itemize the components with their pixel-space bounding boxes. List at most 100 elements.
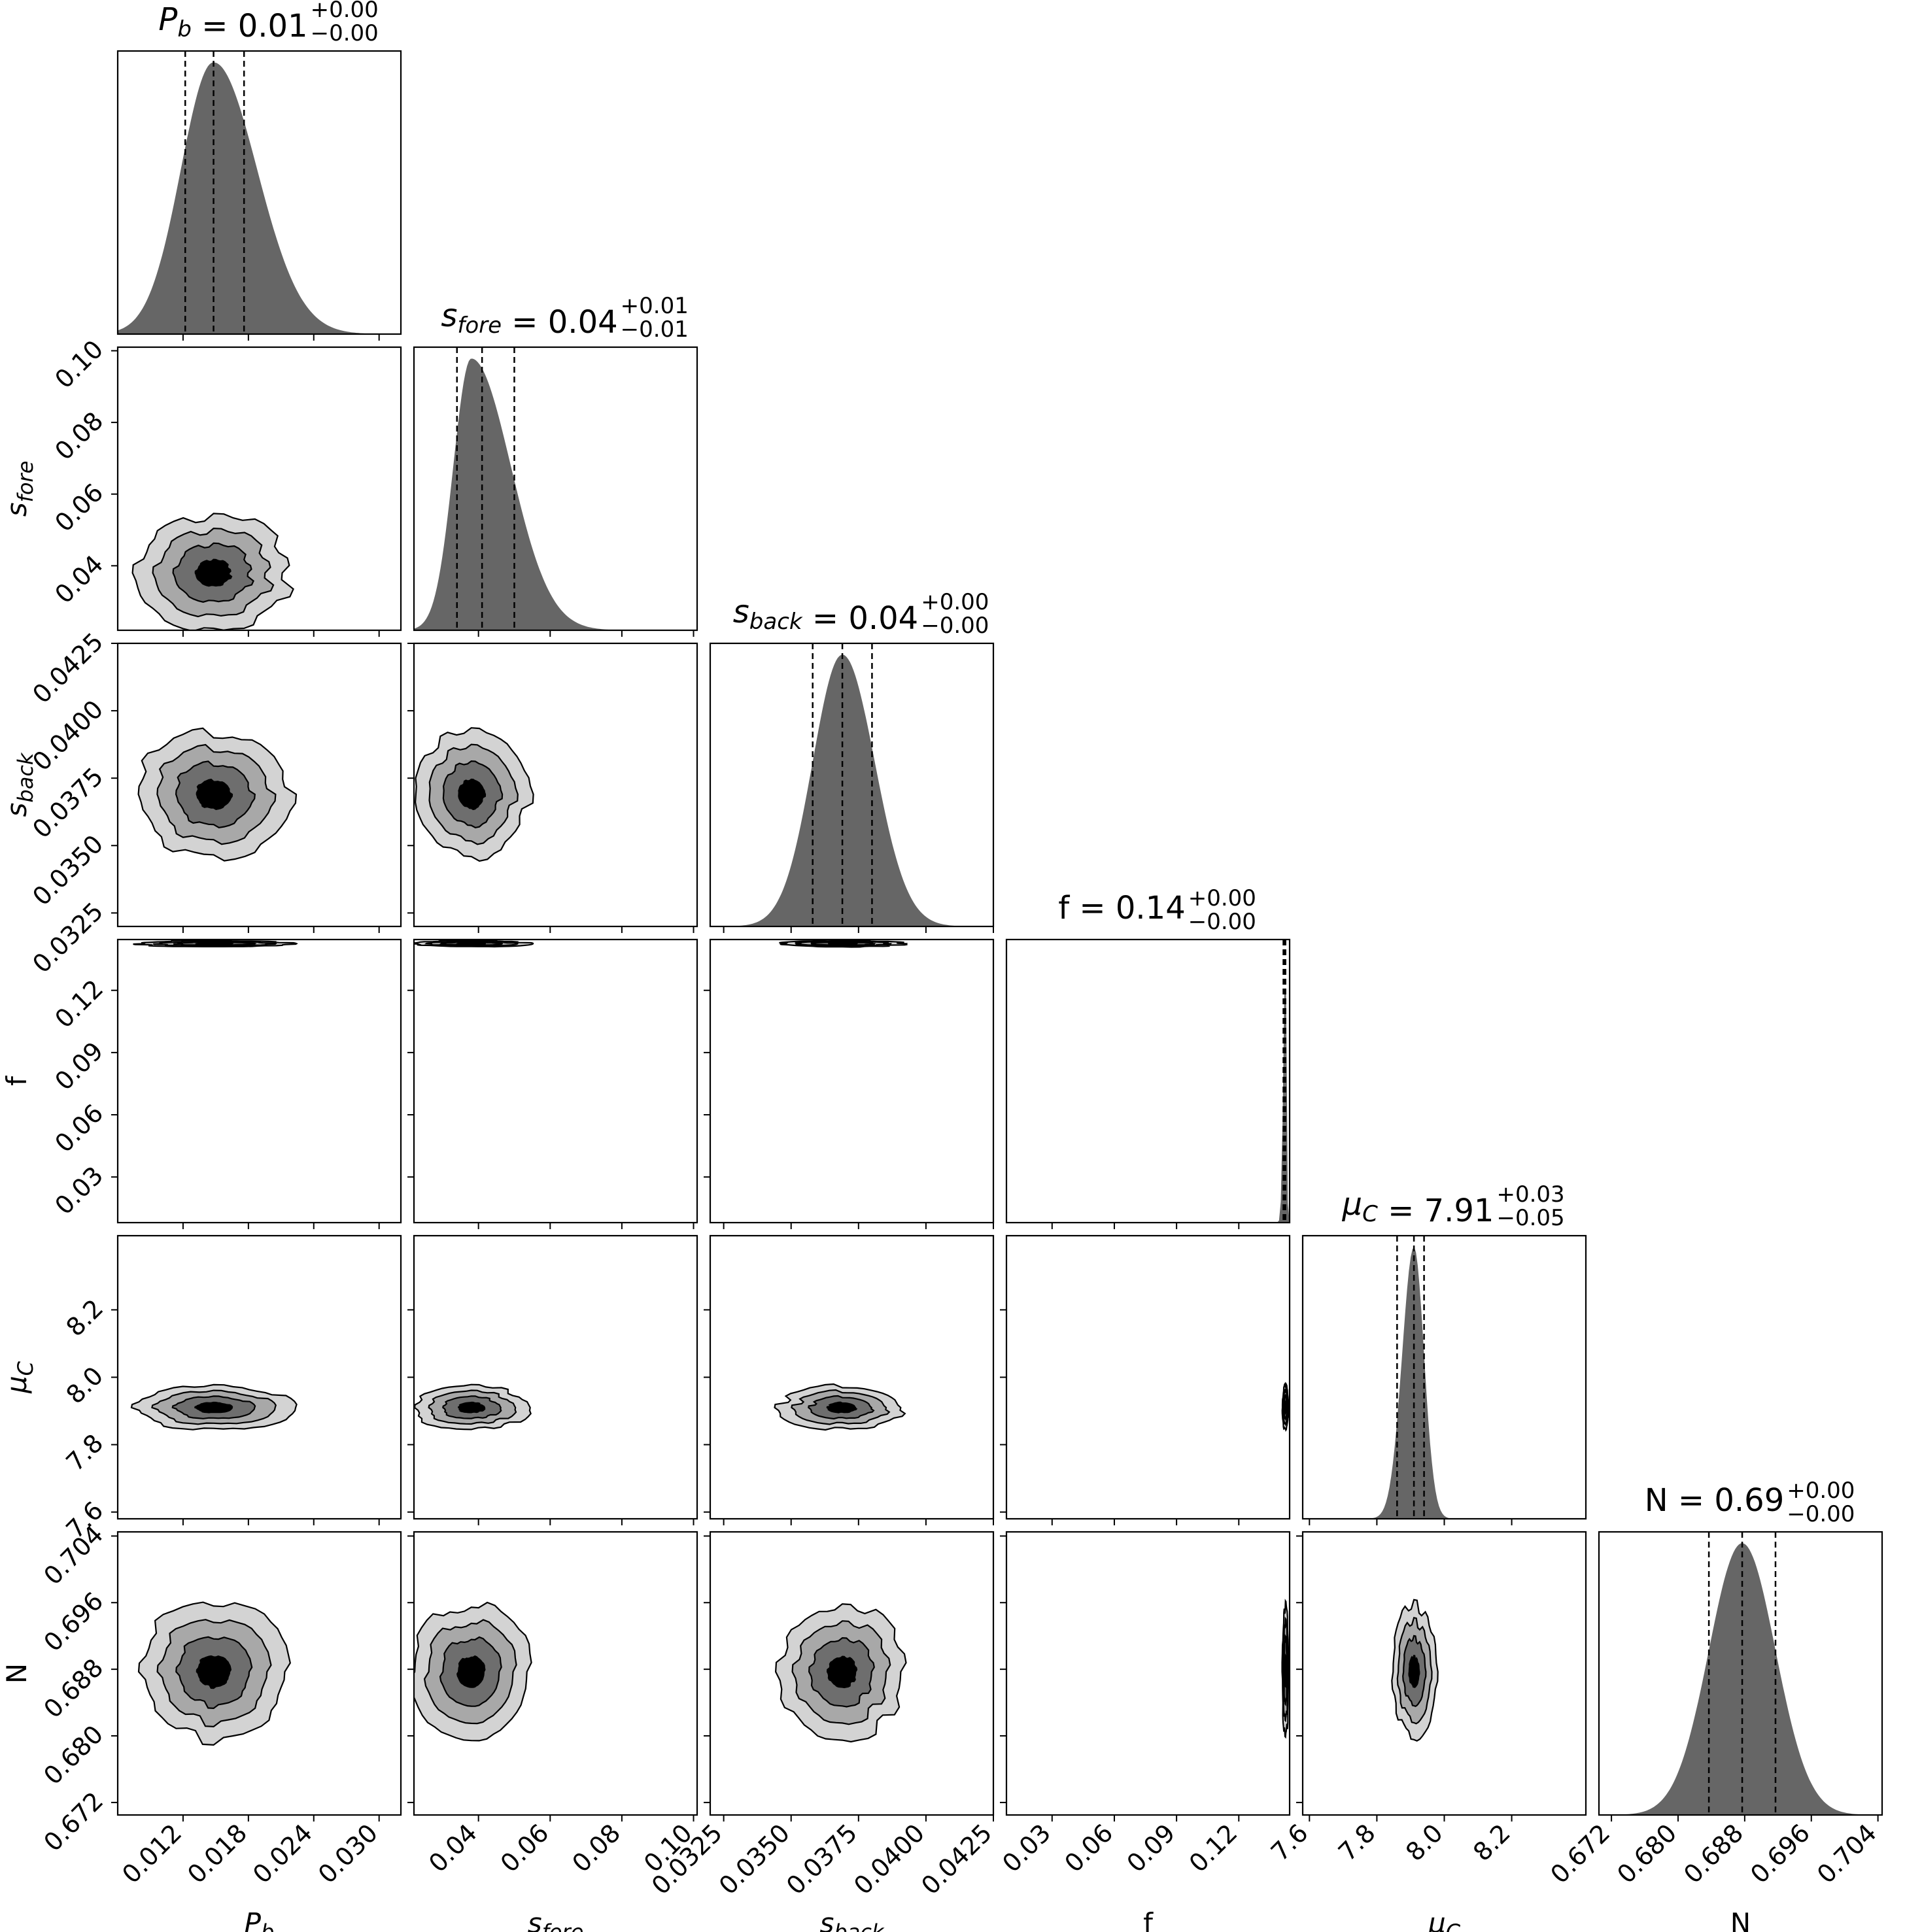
histogram-panel-muC: μC = 7.91 +0.03−0.05 [1301,1181,1587,1525]
histogram-area [1599,1543,1882,1815]
contour-level-4 [196,779,233,810]
y-tick-label: 0.06 [49,478,109,537]
panel-title: Pb = 0.01 [158,1,307,44]
histogram-area [414,358,697,630]
contour-level-4 [826,1401,858,1414]
x-tick-label: 0.018 [182,1818,252,1889]
panel-frame [413,1531,698,1816]
panel-title: f = 0.14 [1058,890,1186,926]
x-tick-label: 0.04 [423,1818,483,1878]
x-tick-label: 0.672 [1545,1818,1615,1889]
contour-panel-N-vs-f: 0.03 0.06 0.09 0.12 [997,1531,1291,1878]
y-tick-label: 0.696 [38,1587,109,1657]
contour-panel-muC-vs-sfore [407,1234,698,1525]
y-tick-label: 0.0425 [27,627,109,709]
x-tick-label: 0.0350 [713,1818,795,1900]
y-axis-label-f: f [1,1076,33,1086]
panel-frame [413,1234,698,1520]
contour-level-4 [1408,1654,1420,1688]
x-axis-label-N: N [1730,1907,1751,1932]
x-tick-label: 0.03 [997,1818,1056,1878]
contour-panel-muC-vs-Pb: 7.67.88.08.2 [61,1234,402,1544]
y-axis-label-muC: μC [1,1361,38,1394]
x-tick-label: 0.0400 [848,1818,930,1900]
y-tick-label: 0.06 [49,1098,109,1158]
contour-panel-N-vs-sfore: 0.04 0.06 0.08 0.10 [407,1531,698,1878]
contour-panel-N-vs-muC: 7.6 7.8 8.0 8.2 [1265,1531,1587,1867]
panel-title: sfore = 0.04 [441,297,617,341]
panel-frame [116,938,402,1224]
title-upper-error: +0.00 [311,0,379,23]
panel-frame [413,346,698,632]
y-tick-label: 8.0 [61,1361,109,1410]
contour-level-4 [458,778,487,811]
contour-level-4 [1284,1653,1287,1688]
panel-title: sback = 0.04 [733,594,918,637]
title-upper-error: +0.03 [1496,1181,1564,1208]
contour-panel-muC-vs-f [1000,1234,1291,1525]
x-tick-label: 0.08 [566,1818,626,1878]
y-tick-label: 0.09 [49,1036,109,1096]
histogram-panel-sfore: sfore = 0.04 +0.01−0.01 [413,293,698,637]
contour-level-4 [458,1401,486,1414]
histogram-area [710,654,993,926]
y-axis-label-sback: sback [1,752,38,817]
y-tick-label: 0.680 [38,1720,109,1790]
x-tick-label: 0.704 [1811,1818,1882,1889]
x-tick-label: 0.030 [313,1818,383,1889]
x-tick-label: 8.2 [1467,1818,1516,1867]
x-tick-label: 0.0375 [781,1818,863,1900]
y-tick-label: 0.0350 [27,830,109,911]
histogram-area [118,62,401,334]
x-axis-label-sfore: sfore [528,1907,584,1932]
panel-frame [116,50,402,335]
histogram-panel-Pb: Pb = 0.01 +0.00−0.00 [116,0,402,341]
panel-frame [709,1531,995,1816]
contour-level-4 [194,558,233,587]
title-lower-error: −0.00 [1188,909,1256,935]
contour-panel-f-vs-sfore [407,938,698,1229]
x-tick-label: 0.0425 [916,1818,997,1900]
contour-level-4 [195,942,234,945]
panel-frame [116,1234,402,1520]
contour-level-4 [826,1655,858,1689]
contour-level-4 [194,1401,233,1414]
x-tick-label: 0.09 [1122,1818,1181,1878]
contour-panel-f-vs-Pb: 0.030.060.090.12 [49,938,402,1229]
contour-level-4 [1284,1399,1287,1415]
panel-frame [1301,1234,1587,1520]
x-tick-label: 0.12 [1184,1818,1243,1878]
y-tick-label: 7.8 [61,1429,109,1477]
title-lower-error: −0.00 [921,613,989,639]
y-tick-label: 0.08 [49,406,109,466]
panel-frame [116,642,402,928]
y-tick-label: 0.10 [49,335,109,394]
y-tick-label: 0.688 [38,1653,109,1723]
x-axis-label-Pb: Pb [245,1907,275,1932]
title-lower-error: −0.01 [621,316,689,343]
y-tick-label: 0.03 [49,1161,109,1220]
panel-frame [116,346,402,632]
panel-frame [1005,938,1291,1224]
x-tick-label: 0.012 [116,1818,187,1889]
y-tick-label: 8.2 [61,1294,109,1342]
panel-frame [1301,1531,1587,1816]
panel-frame [413,938,698,1224]
panel-frame [1005,1531,1291,1816]
contour-panel-sback-vs-sfore [407,642,698,933]
histogram-area [1303,1247,1586,1519]
histogram-panel-f: f = 0.14 +0.00−0.00 [1005,885,1291,1229]
panel-frame [709,1234,995,1520]
title-lower-error: −0.00 [311,20,379,46]
title-lower-error: −0.05 [1496,1205,1564,1231]
contour-panel-muC-vs-sback [704,1234,995,1525]
contour-level-4 [196,1655,232,1689]
panel-frame [1598,1531,1883,1816]
x-tick-label: 0.024 [247,1818,318,1889]
x-tick-label: 0.696 [1745,1818,1815,1889]
contour-level-4 [456,1655,486,1688]
x-axis-label-f: f [1143,1907,1154,1932]
